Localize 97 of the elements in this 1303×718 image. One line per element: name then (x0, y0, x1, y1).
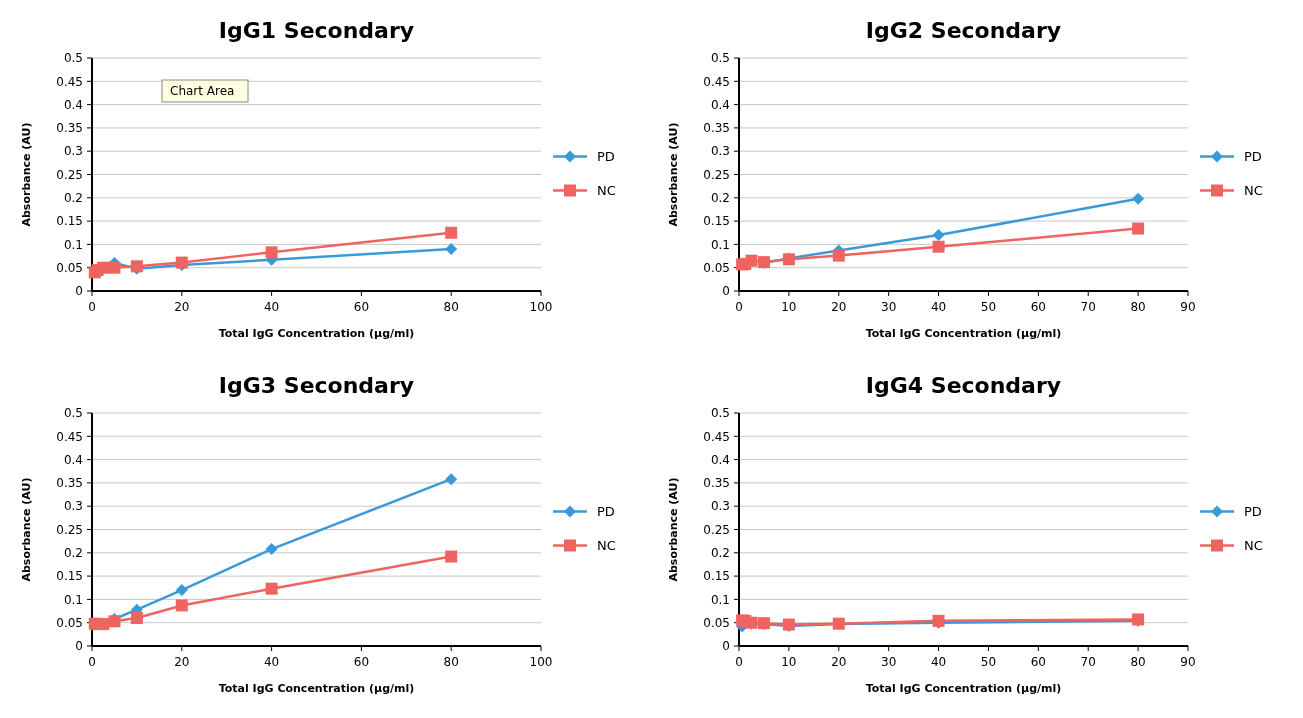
x-tick-label: 80 (1130, 300, 1146, 314)
x-tick-label: 20 (831, 655, 847, 669)
chart-title: IgG2 Secondary (865, 18, 1062, 43)
y-tick-label: 0.35 (56, 476, 83, 491)
x-tick-label: 20 (174, 655, 190, 669)
y-tick-label: 0.5 (710, 51, 730, 66)
y-tick-label: 0.3 (63, 144, 83, 159)
y-axis-title: Absorbance (AU) (667, 122, 680, 227)
legend-label: NC (1244, 538, 1263, 554)
y-tick-label: 0.15 (56, 569, 83, 584)
chart-title: IgG1 Secondary (218, 18, 415, 43)
x-tick-label: 100 (529, 300, 553, 314)
y-tick-label: 0.05 (56, 615, 83, 630)
x-tick-label: 10 (781, 655, 797, 669)
x-tick-label: 20 (174, 300, 190, 314)
y-tick-label: 0 (722, 284, 730, 299)
y-tick-label: 0.3 (63, 499, 83, 514)
x-tick-label: 40 (263, 655, 280, 669)
x-tick-label: 60 (353, 655, 370, 669)
y-axis-title: Absorbance (AU) (20, 122, 33, 227)
x-axis-title: Total IgG Concentration (µg/ml) (865, 327, 1062, 340)
y-tick-label: 0.35 (703, 476, 730, 491)
y-axis-title: Absorbance (AU) (667, 477, 680, 582)
y-tick-label: 0 (722, 639, 730, 654)
y-tick-label: 0.4 (63, 97, 83, 112)
x-axis-title: Total IgG Concentration (µg/ml) (218, 682, 415, 695)
y-tick-label: 0.2 (710, 191, 730, 205)
x-tick-label: 60 (353, 300, 370, 314)
x-tick-label: 60 (1030, 300, 1046, 314)
y-tick-label: 0.35 (56, 121, 83, 136)
y-tick-label: 0.25 (703, 167, 730, 182)
y-tick-label: 0.1 (63, 592, 83, 607)
x-tick-label: 40 (930, 655, 947, 669)
y-tick-label: 0.2 (63, 546, 83, 560)
y-tick-label: 0.45 (703, 429, 730, 444)
x-axis-title: Total IgG Concentration (µg/ml) (218, 327, 415, 340)
y-axis-title: Absorbance (AU) (20, 477, 33, 582)
legend-label: PD (597, 504, 615, 520)
y-tick-label: 0.2 (710, 546, 730, 560)
x-tick-label: 60 (1030, 655, 1046, 669)
x-axis-title: Total IgG Concentration (µg/ml) (865, 682, 1062, 695)
y-tick-label: 0.4 (710, 452, 730, 467)
y-tick-label: 0.15 (56, 214, 83, 229)
y-tick-label: 0.3 (710, 144, 730, 159)
y-tick-label: 0.4 (710, 97, 730, 112)
x-tick-label: 0 (735, 300, 743, 314)
y-tick-label: 0.1 (63, 237, 83, 252)
x-tick-label: 40 (930, 300, 947, 314)
y-tick-label: 0.25 (703, 522, 730, 537)
y-tick-label: 0.35 (703, 121, 730, 136)
y-tick-label: 0.2 (63, 191, 83, 205)
x-tick-label: 0 (735, 655, 743, 669)
x-tick-label: 0 (88, 300, 96, 314)
chart-title: IgG3 Secondary (218, 373, 415, 398)
y-tick-label: 0.3 (710, 499, 730, 514)
legend-label: PD (1244, 149, 1262, 165)
legend-label: NC (597, 183, 616, 199)
y-tick-label: 0.25 (56, 167, 83, 182)
x-tick-label: 70 (1080, 655, 1096, 669)
x-tick-label: 90 (1180, 655, 1196, 669)
y-tick-label: 0.45 (703, 74, 730, 89)
y-tick-label: 0.45 (56, 74, 83, 89)
x-tick-label: 100 (529, 655, 553, 669)
y-tick-label: 0.1 (710, 237, 730, 252)
x-tick-label: 0 (88, 655, 96, 669)
y-tick-label: 0 (75, 284, 83, 299)
x-tick-label: 30 (881, 300, 897, 314)
x-tick-label: 30 (881, 655, 897, 669)
y-tick-label: 0.15 (703, 569, 730, 584)
x-tick-label: 50 (980, 300, 997, 314)
y-tick-label: 0.05 (56, 260, 83, 275)
y-tick-label: 0 (75, 639, 83, 654)
y-tick-label: 0.05 (703, 615, 730, 630)
x-tick-label: 20 (831, 300, 847, 314)
annotation: Chart Area (170, 84, 235, 98)
legend-label: NC (1244, 183, 1263, 199)
y-tick-label: 0.4 (63, 452, 83, 467)
y-tick-label: 0.1 (710, 592, 730, 607)
legend-label: PD (1244, 504, 1262, 520)
y-tick-label: 0.5 (710, 406, 730, 421)
x-tick-label: 80 (1130, 655, 1146, 669)
y-tick-label: 0.25 (56, 522, 83, 537)
x-tick-label: 80 (443, 655, 459, 669)
x-tick-label: 50 (980, 655, 997, 669)
legend-label: PD (597, 149, 615, 165)
x-tick-label: 40 (263, 300, 280, 314)
x-tick-label: 80 (443, 300, 459, 314)
y-tick-label: 0.15 (703, 214, 730, 229)
x-tick-label: 70 (1080, 300, 1096, 314)
x-tick-label: 90 (1180, 300, 1196, 314)
y-tick-label: 0.5 (63, 51, 83, 66)
legend-label: NC (597, 538, 616, 554)
y-tick-label: 0.45 (56, 429, 83, 444)
y-tick-label: 0.05 (703, 260, 730, 275)
y-tick-label: 0.5 (63, 406, 83, 421)
x-tick-label: 10 (781, 300, 797, 314)
chart-title: IgG4 Secondary (865, 373, 1062, 398)
